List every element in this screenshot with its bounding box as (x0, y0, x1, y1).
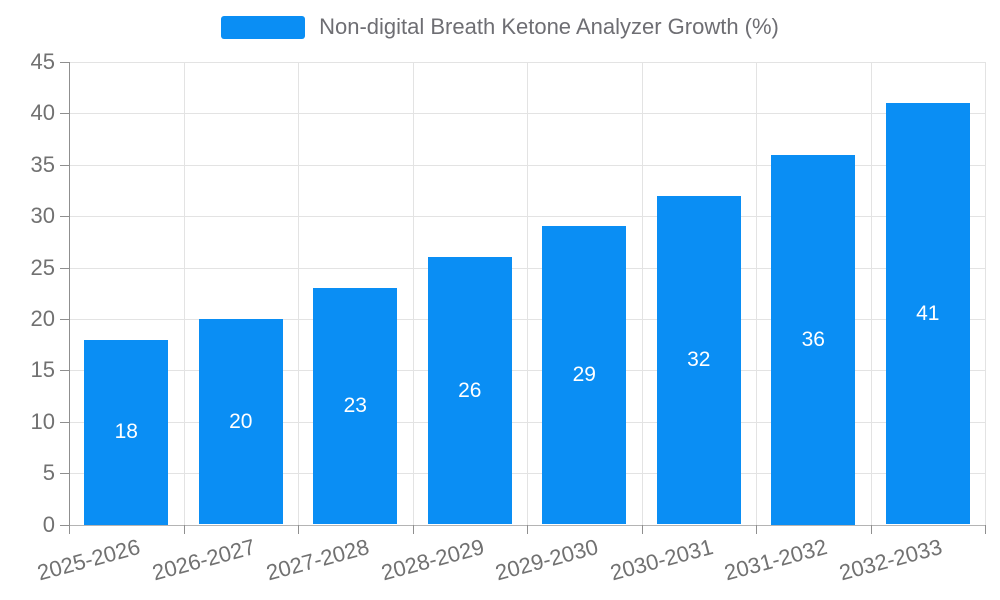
y-axis-tick (60, 370, 69, 372)
bar: 29 (542, 226, 627, 525)
gridline-vertical (527, 62, 528, 525)
y-axis-tick (60, 113, 69, 115)
gridline-vertical (985, 62, 986, 525)
y-tick-label: 35 (30, 151, 55, 177)
y-tick-label: 5 (42, 460, 55, 486)
y-axis-tick (60, 524, 69, 526)
x-axis-tick (985, 524, 986, 534)
bar-value-label: 23 (343, 394, 367, 418)
y-axis-line (69, 62, 70, 525)
y-tick-label: 25 (30, 254, 55, 280)
bar-value-label: 41 (916, 301, 940, 325)
gridline-vertical (756, 62, 757, 525)
y-tick-label: 30 (30, 203, 55, 229)
x-tick-label: 2029-2030 (492, 533, 601, 585)
x-axis-tick (298, 524, 299, 534)
bar-value-label: 18 (114, 420, 138, 443)
bar-value-label: 20 (229, 409, 253, 433)
y-axis-tick (60, 421, 69, 423)
x-axis-tick (756, 524, 757, 534)
bar-value-label: 29 (572, 363, 596, 387)
y-tick-label: 10 (30, 408, 55, 434)
gridline-vertical (183, 62, 185, 525)
y-axis-tick (60, 267, 69, 269)
x-axis-tick (69, 524, 70, 534)
x-axis-tick (527, 524, 528, 534)
y-axis-tick (60, 473, 69, 475)
bar: 36 (771, 154, 856, 525)
gridline-vertical (870, 62, 872, 525)
gridline-vertical (641, 62, 643, 525)
legend-swatch (221, 15, 306, 39)
y-axis-tick (60, 318, 69, 320)
x-axis-tick (641, 524, 643, 534)
legend-label: Non-digital Breath Ketone Analyzer Growt… (319, 14, 779, 39)
x-tick-label: 2028-2029 (378, 533, 487, 585)
bar: 20 (198, 318, 283, 525)
x-tick-label: 2032-2033 (836, 533, 945, 585)
y-tick-label: 45 (30, 49, 55, 74)
x-tick-label: 2030-2031 (607, 533, 716, 585)
bar: 32 (656, 195, 741, 525)
bar: 18 (84, 339, 169, 525)
x-tick-label: 2027-2028 (263, 533, 372, 585)
y-tick-label: 40 (30, 100, 55, 126)
y-axis-tick (60, 216, 69, 218)
y-tick-label: 15 (30, 357, 55, 383)
bar-value-label: 32 (687, 348, 711, 372)
legend[interactable]: Non-digital Breath Ketone Analyzer Growt… (0, 14, 1000, 40)
bar-value-label: 26 (458, 378, 482, 402)
x-axis-tick (870, 524, 872, 534)
x-axis-tick (412, 524, 414, 534)
y-axis-tick (60, 62, 69, 63)
y-axis-tick (60, 164, 69, 166)
bar: 23 (313, 288, 398, 525)
y-tick-label: 20 (30, 305, 55, 331)
y-tick-label: 0 (42, 511, 55, 537)
x-tick-label: 2025-2026 (34, 533, 143, 585)
x-axis-tick (183, 524, 185, 534)
gridline-vertical (412, 62, 414, 525)
bar-value-label: 36 (801, 327, 825, 351)
bar: 26 (427, 257, 512, 525)
bar: 41 (885, 103, 970, 525)
x-tick-label: 2031-2032 (721, 533, 830, 585)
gridline-vertical (298, 62, 299, 525)
x-tick-label: 2026-2027 (149, 533, 258, 585)
